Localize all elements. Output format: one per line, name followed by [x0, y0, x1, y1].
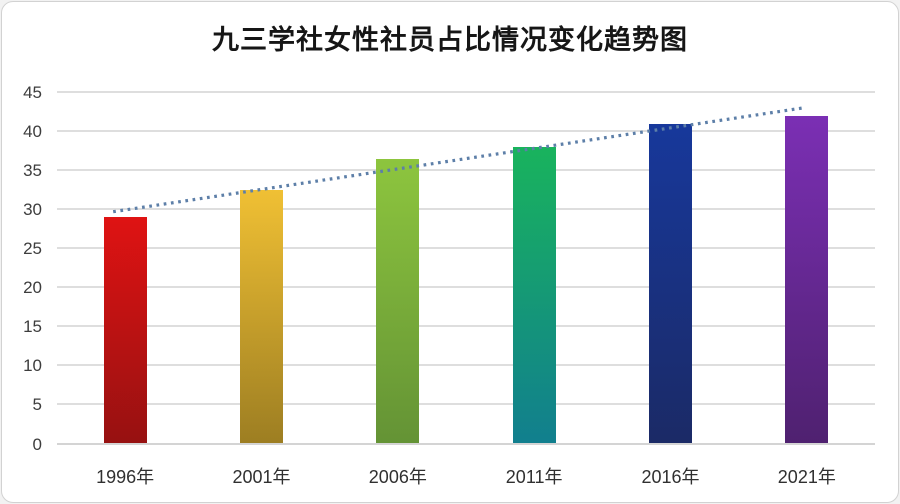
y-axis-label: 35 [23, 161, 42, 181]
bar-2016年 [649, 123, 692, 444]
gridline [57, 403, 875, 406]
y-axis-label: 15 [23, 317, 42, 337]
bar-2001年 [240, 189, 283, 444]
x-axis-label: 2016年 [641, 467, 700, 487]
y-axis-label: 25 [23, 239, 42, 259]
gridline [57, 325, 875, 328]
gridline [57, 130, 875, 133]
x-axis-label: 2001年 [232, 467, 291, 487]
x-axis-label: 2011年 [505, 467, 563, 487]
x-axis-label: 2006年 [368, 467, 427, 487]
bar-2011年 [512, 146, 556, 444]
chart-title: 九三学社女性社员占比情况变化趋势图 [212, 25, 688, 55]
y-axis-label: 10 [23, 356, 42, 376]
x-axis-label: 1996年 [96, 467, 155, 487]
bar-2006年 [376, 158, 420, 444]
x-axis-baseline [57, 442, 875, 445]
gridline [57, 286, 875, 289]
y-axis-label: 45 [23, 83, 42, 103]
bar-2021年 [785, 115, 829, 444]
x-axis-label: 2021年 [777, 467, 836, 487]
y-axis-label: 20 [23, 278, 42, 298]
gridline [57, 208, 875, 211]
gridline [57, 91, 875, 94]
gridline [57, 169, 875, 172]
y-axis-label: 5 [32, 395, 42, 415]
bar-1996年 [103, 217, 147, 444]
gridline [57, 364, 875, 367]
y-axis-label: 30 [23, 200, 42, 220]
gridline [57, 247, 875, 250]
y-axis-label: 0 [32, 434, 42, 454]
y-axis-label: 40 [23, 122, 42, 142]
